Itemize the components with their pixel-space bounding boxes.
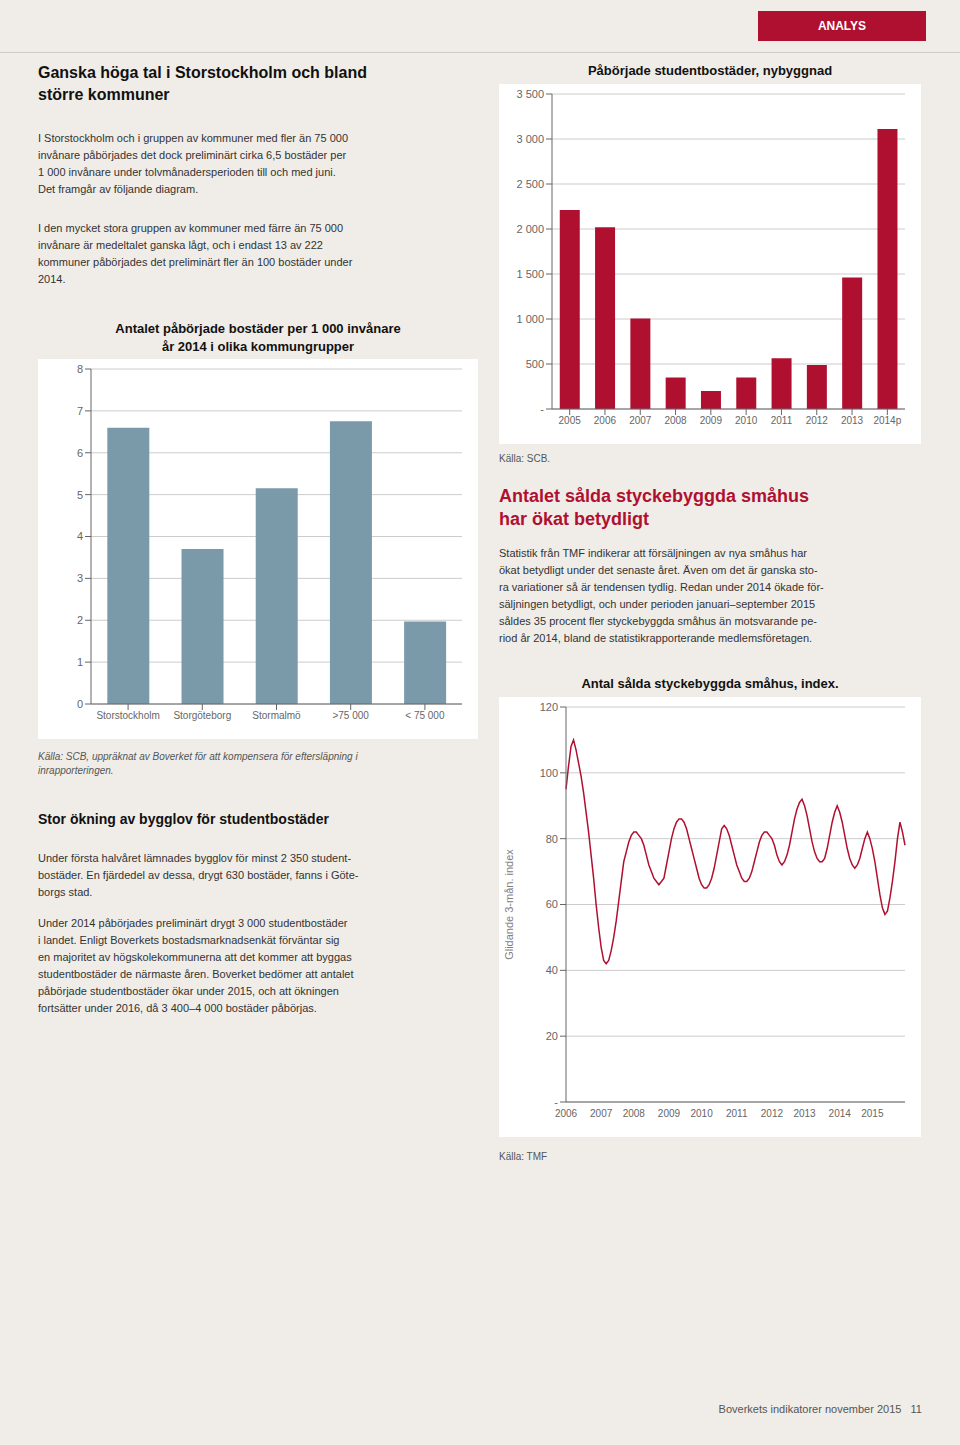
html-text:I den mycket stora gruppen av: I den mycket stora gruppen av kommuner m…: [38, 222, 353, 286]
html-text:Källa: SCB, uppräknat av Bover: Källa: SCB, uppräknat av Boverket för at…: [38, 751, 358, 776]
svg-text:7: 7: [77, 405, 83, 417]
svg-text:3 000: 3 000: [516, 132, 544, 144]
svg-text:3: 3: [77, 572, 83, 584]
html-text:Källa: TMF: Källa: TMF: [499, 1151, 548, 1162]
svg-text:1 000: 1 000: [516, 312, 544, 324]
svg-text:2006: 2006: [594, 415, 617, 426]
html-text:Antalet påbörjade bostäder per: Antalet påbörjade bostäder per 1 000 inv…: [115, 321, 401, 354]
svg-text:2007: 2007: [629, 415, 652, 426]
svg-text:Glidande 3-mån. index: Glidande 3-mån. index: [503, 848, 515, 959]
html-text:Statistik från TMF indikerar a: Statistik från TMF indikerar att försälj…: [499, 547, 824, 645]
svg-text:2008: 2008: [623, 1108, 646, 1119]
svg-text:0: 0: [77, 698, 83, 710]
svg-text:Stormalmö: Stormalmö: [252, 710, 301, 721]
html-text:I Storstockholm och i gruppen: I Storstockholm och i gruppen av kommune…: [38, 132, 348, 196]
svg-text:120: 120: [540, 700, 558, 712]
svg-text:2010: 2010: [690, 1108, 713, 1119]
svg-text:2: 2: [77, 614, 83, 626]
svg-text:2 000: 2 000: [516, 222, 544, 234]
svg-text:5: 5: [77, 489, 83, 501]
svg-text:2015: 2015: [861, 1108, 884, 1119]
svg-text:500: 500: [526, 357, 544, 369]
svg-text:8: 8: [77, 363, 83, 375]
html-text:Stor ökning av bygglov för stu: Stor ökning av bygglov för studentbostäd…: [38, 811, 329, 827]
html-text:Under 2014 påbörjades prelimin: Under 2014 påbörjades preliminärt drygt …: [38, 917, 354, 1015]
svg-text:2013: 2013: [841, 415, 864, 426]
svg-text:2005: 2005: [559, 415, 582, 426]
svg-text:60: 60: [546, 898, 558, 910]
html-text:Under första halvåret lämnades: Under första halvåret lämnades bygglov f…: [38, 852, 359, 899]
svg-text:>75 000: >75 000: [332, 710, 369, 721]
html-text:Antal sålda styckebyggda småhu: Antal sålda styckebyggda småhus, index.: [581, 676, 839, 691]
html-text:ANALYS: ANALYS: [817, 19, 867, 33]
html-text:Antalet sålda styckebyggda små: Antalet sålda styckebyggda småhus har ök…: [499, 486, 810, 529]
svg-text:2012: 2012: [761, 1108, 784, 1119]
html-text:Påbörjade studentbostäder, nyb: Påbörjade studentbostäder, nybyggnad: [587, 63, 833, 78]
svg-text:20: 20: [546, 1030, 558, 1042]
svg-text:2007: 2007: [590, 1108, 613, 1119]
svg-text:2011: 2011: [771, 415, 793, 426]
html-text:Boverkets indikatorer november: Boverkets indikatorer november 2015 11: [718, 1403, 922, 1415]
svg-text:2008: 2008: [664, 415, 687, 426]
svg-text:4: 4: [77, 530, 83, 542]
svg-text:3 500: 3 500: [516, 87, 544, 99]
html-text:Ganska höga tal i Storstockhol: Ganska höga tal i Storstockholm och blan…: [38, 64, 367, 103]
svg-text:< 75 000: < 75 000: [405, 710, 445, 721]
svg-text:-: -: [540, 402, 544, 414]
svg-text:2 500: 2 500: [516, 177, 544, 189]
svg-text:80: 80: [546, 832, 558, 844]
svg-text:2014p: 2014p: [873, 415, 901, 426]
svg-text:2010: 2010: [735, 415, 758, 426]
svg-text:2006: 2006: [555, 1108, 578, 1119]
svg-text:2011: 2011: [726, 1108, 748, 1119]
svg-text:2009: 2009: [700, 415, 723, 426]
svg-text:Storgöteborg: Storgöteborg: [173, 710, 231, 721]
svg-text:100: 100: [540, 766, 558, 778]
svg-text:2014: 2014: [829, 1108, 852, 1119]
svg-text:2012: 2012: [806, 415, 829, 426]
svg-text:1: 1: [77, 656, 83, 668]
svg-text:1 500: 1 500: [516, 267, 544, 279]
svg-text:2013: 2013: [793, 1108, 816, 1119]
svg-text:2009: 2009: [658, 1108, 681, 1119]
svg-text:-: -: [554, 1095, 558, 1107]
svg-text:Storstockholm: Storstockholm: [96, 710, 159, 721]
svg-text:40: 40: [546, 964, 558, 976]
svg-text:6: 6: [77, 447, 83, 459]
html-text:Källa: SCB.: Källa: SCB.: [499, 453, 551, 464]
